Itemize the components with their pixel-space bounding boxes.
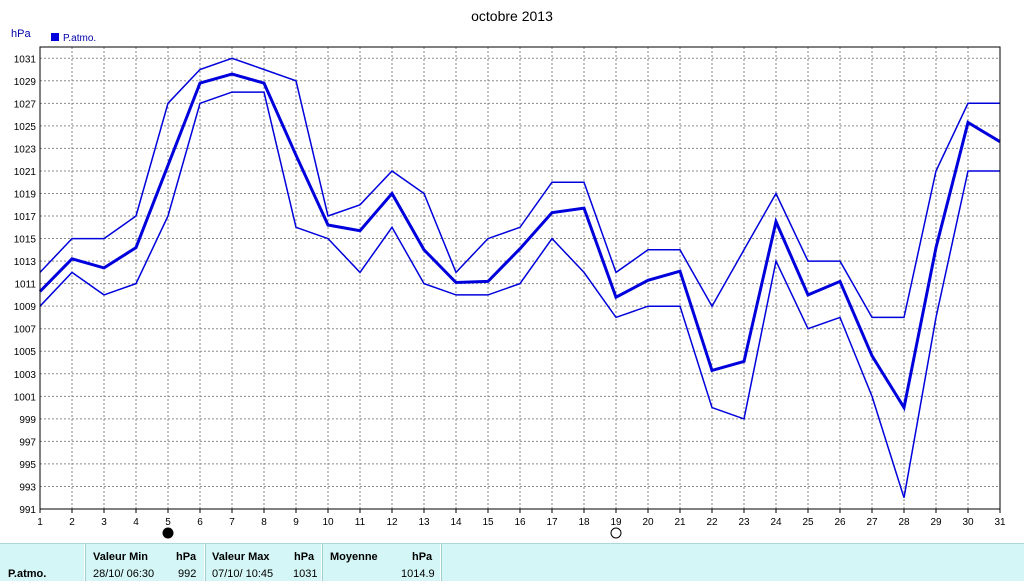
x-tick-label: 9 bbox=[293, 517, 299, 528]
x-tick-label: 30 bbox=[962, 517, 974, 528]
x-tick-label: 14 bbox=[450, 517, 462, 528]
x-tick-label: 16 bbox=[514, 517, 526, 528]
x-tick-label: 21 bbox=[674, 517, 686, 528]
y-tick-label: 1015 bbox=[14, 235, 37, 246]
x-tick-label: 4 bbox=[133, 517, 139, 528]
mean-value: 1014.9 bbox=[401, 568, 435, 580]
x-tick-label: 8 bbox=[261, 517, 267, 528]
y-tick-label: 1009 bbox=[14, 302, 37, 313]
x-tick-label: 25 bbox=[802, 517, 814, 528]
x-tick-label: 29 bbox=[930, 517, 942, 528]
max-unit-header: hPa bbox=[294, 551, 315, 563]
y-tick-label: 993 bbox=[19, 482, 36, 493]
y-tick-label: 1001 bbox=[14, 392, 37, 403]
y-tick-label: 997 bbox=[19, 437, 36, 448]
series-lines bbox=[38, 57, 1001, 498]
y-tick-label: 1017 bbox=[14, 212, 37, 223]
new-moon-icon bbox=[162, 527, 174, 539]
max-value: 1031 bbox=[293, 568, 318, 580]
y-tick-label: 1023 bbox=[14, 144, 37, 155]
x-tick-label: 6 bbox=[197, 517, 203, 528]
x-tick-label: 1 bbox=[37, 517, 43, 528]
x-tick-label: 10 bbox=[322, 517, 334, 528]
x-tick-label: 23 bbox=[738, 517, 750, 528]
y-tick-label: 1005 bbox=[14, 347, 37, 358]
legend-label: P.atmo. bbox=[63, 33, 96, 44]
mean-header: Moyenne bbox=[330, 551, 378, 563]
x-tick-label: 22 bbox=[706, 517, 718, 528]
y-tick-label: 991 bbox=[19, 505, 36, 516]
max-header: Valeur Max bbox=[212, 551, 270, 563]
x-tick-label: 11 bbox=[355, 517, 366, 528]
x-tick-label: 12 bbox=[386, 517, 398, 528]
y-tick-label: 1027 bbox=[14, 99, 37, 110]
y-tick-label: 1025 bbox=[14, 122, 37, 133]
series-line-min bbox=[39, 91, 1000, 498]
min-header: Valeur Min bbox=[93, 551, 149, 563]
mean-unit-header: hPa bbox=[412, 551, 433, 563]
y-tick-label: 1021 bbox=[14, 167, 37, 178]
y-tick-label: 1029 bbox=[14, 77, 37, 88]
y-tick-label: 1011 bbox=[14, 280, 36, 291]
min-date: 28/10/ 06:30 bbox=[93, 568, 155, 580]
min-unit-header: hPa bbox=[176, 551, 197, 563]
full-moon-icon bbox=[610, 527, 622, 539]
series-line-mean bbox=[38, 72, 1001, 412]
y-tick-label: 1003 bbox=[14, 370, 37, 381]
moon-phase-markers bbox=[162, 527, 622, 539]
x-tick-label: 5 bbox=[165, 517, 171, 528]
summary-bar: P.atmo. Valeur Min hPa 28/10/ 06:30 992 … bbox=[0, 543, 1024, 581]
y-tick-label: 1013 bbox=[14, 257, 37, 268]
min-value: 992 bbox=[178, 568, 197, 580]
x-tick-label: 18 bbox=[578, 517, 590, 528]
pressure-chart: octobre 2013 hPa P.atmo. 991993995997999… bbox=[11, 8, 1006, 539]
y-tick-label: 995 bbox=[19, 460, 36, 471]
x-tick-label: 2 bbox=[69, 517, 75, 528]
y-tick-label: 1031 bbox=[14, 54, 37, 65]
y-tick-label: 999 bbox=[19, 415, 36, 426]
x-tick-label: 13 bbox=[418, 517, 430, 528]
x-tick-label: 27 bbox=[866, 517, 878, 528]
x-tick-label: 15 bbox=[482, 517, 494, 528]
x-tick-label: 17 bbox=[546, 517, 558, 528]
y-axis-label: hPa bbox=[11, 28, 31, 40]
y-tick-label: 1019 bbox=[14, 189, 37, 200]
x-tick-label: 26 bbox=[834, 517, 846, 528]
legend-swatch bbox=[51, 33, 59, 41]
plot-frame bbox=[39, 46, 1001, 510]
summary-row-label: P.atmo. bbox=[8, 568, 47, 580]
x-tick-label: 19 bbox=[610, 517, 622, 528]
x-tick-label: 20 bbox=[642, 517, 654, 528]
x-tick-labels: 1 2 3 4 5 6 7 8 9 10 11 12 13 14 15 16 17 18 19 20 21 22 23 24 2… bbox=[37, 509, 1006, 528]
y-tick-label: 1007 bbox=[14, 325, 37, 336]
x-tick-label: 3 bbox=[101, 517, 107, 528]
x-tick-label: 24 bbox=[770, 517, 782, 528]
grid bbox=[39, 47, 1001, 510]
max-date: 07/10/ 10:45 bbox=[212, 568, 274, 580]
x-tick-label: 7 bbox=[229, 517, 235, 528]
x-tick-label: 31 bbox=[994, 517, 1006, 528]
y-tick-labels: 991 993 995 997 999 1001 1003 1005 1007 1009 1011 1… bbox=[14, 54, 37, 516]
chart-title: octobre 2013 bbox=[471, 8, 553, 24]
x-tick-label: 28 bbox=[898, 517, 910, 528]
series-line-max bbox=[39, 57, 1000, 319]
